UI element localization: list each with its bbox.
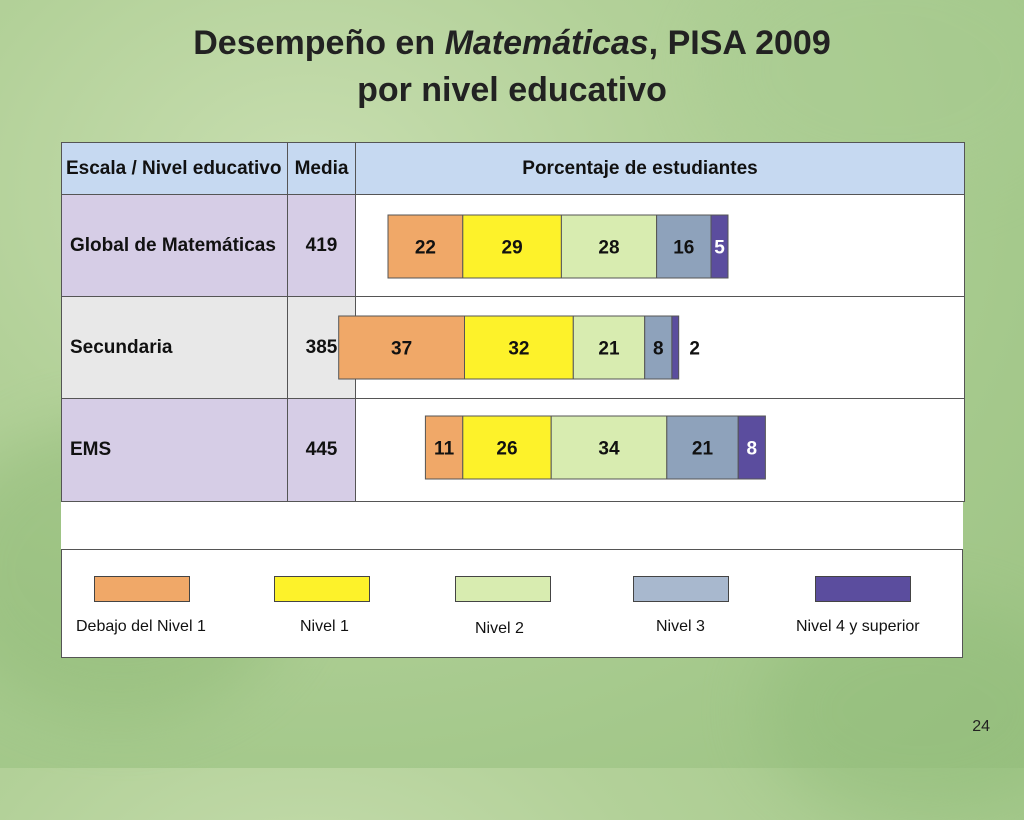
bar-value-label: 16 [673, 238, 694, 259]
title-line-1: Desempeño en Matemáticas, PISA 2009 [193, 24, 831, 62]
chart-legend: Debajo del Nivel 1 Nivel 1 Nivel 2 Nivel… [61, 549, 963, 658]
bar-group-1: 37 32 21 8 2 [338, 315, 700, 380]
legend-label-nivel4: Nivel 4 y superior [796, 618, 920, 635]
legend-swatch-debajo [94, 576, 190, 602]
bar-value-label: 2 [689, 339, 700, 360]
bar-segment [572, 315, 646, 380]
bar-segment [464, 315, 574, 380]
legend-label-nivel2: Nivel 2 [475, 620, 524, 637]
bar-value-label: 21 [692, 439, 714, 460]
bar-segment [644, 315, 673, 380]
bar-value-label: 37 [391, 339, 412, 360]
legend-label-nivel1: Nivel 1 [300, 618, 349, 635]
header-porcentaje: Porcentaje de estudiantes [356, 143, 964, 195]
bar-segment [737, 415, 766, 480]
table-spacer [61, 500, 963, 550]
page-number: 24 [972, 718, 990, 735]
legend-swatch-nivel4 [815, 576, 911, 602]
bar-segment [560, 214, 658, 279]
bar-segment [671, 315, 680, 380]
bar-segment [710, 214, 729, 279]
bar-value-label: 21 [598, 339, 620, 360]
row-media-global: 419 [288, 195, 356, 297]
row-label-ems: EMS [62, 399, 288, 501]
legend-swatch-nivel3 [633, 576, 729, 602]
bar-value-label: 28 [598, 238, 619, 259]
bar-value-label: 11 [434, 439, 455, 460]
bar-value-label: 8 [747, 439, 758, 460]
row-label-global: Global de Matemáticas [62, 195, 288, 297]
bar-segment [338, 315, 466, 380]
bar-value-label: 34 [598, 439, 620, 460]
header-escala: Escala / Nivel educativo [62, 143, 288, 195]
bar-value-label: 26 [496, 439, 517, 460]
legend-label-nivel3: Nivel 3 [656, 618, 705, 635]
bar-segment [666, 415, 739, 480]
legend-label-debajo: Debajo del Nivel 1 [76, 618, 206, 635]
header-media: Media [288, 143, 356, 195]
bar-value-label: 32 [508, 339, 529, 360]
bar-segment [550, 415, 668, 480]
bar-group-0: 22 29 28 16 5 [387, 214, 729, 279]
bar-segment [387, 214, 464, 279]
bar-value-label: 8 [653, 339, 664, 360]
stacked-bar-chart: 22 29 28 16 5 37 32 21 8 2 11 26 34 21 8 [338, 214, 766, 480]
bar-value-label: 29 [502, 238, 523, 259]
bar-segment [462, 214, 562, 279]
row-bar-cell-secundaria [356, 297, 964, 399]
row-media-ems: 445 [288, 399, 356, 501]
title-line-2: por nivel educativo [357, 71, 667, 109]
bar-value-label: 22 [415, 238, 436, 259]
slide-title: Desempeño en Matemáticas, PISA 2009 por … [0, 20, 1024, 114]
results-table: Escala / Nivel educativo Media Porcentaj… [61, 142, 965, 502]
legend-swatch-nivel2 [455, 576, 551, 602]
legend-swatch-nivel1 [274, 576, 370, 602]
bar-segment [462, 415, 552, 480]
bar-value-label: 5 [714, 238, 725, 259]
row-label-secundaria: Secundaria [62, 297, 288, 399]
row-bar-cell-global [356, 195, 964, 297]
bar-group-2: 11 26 34 21 8 [424, 415, 766, 480]
